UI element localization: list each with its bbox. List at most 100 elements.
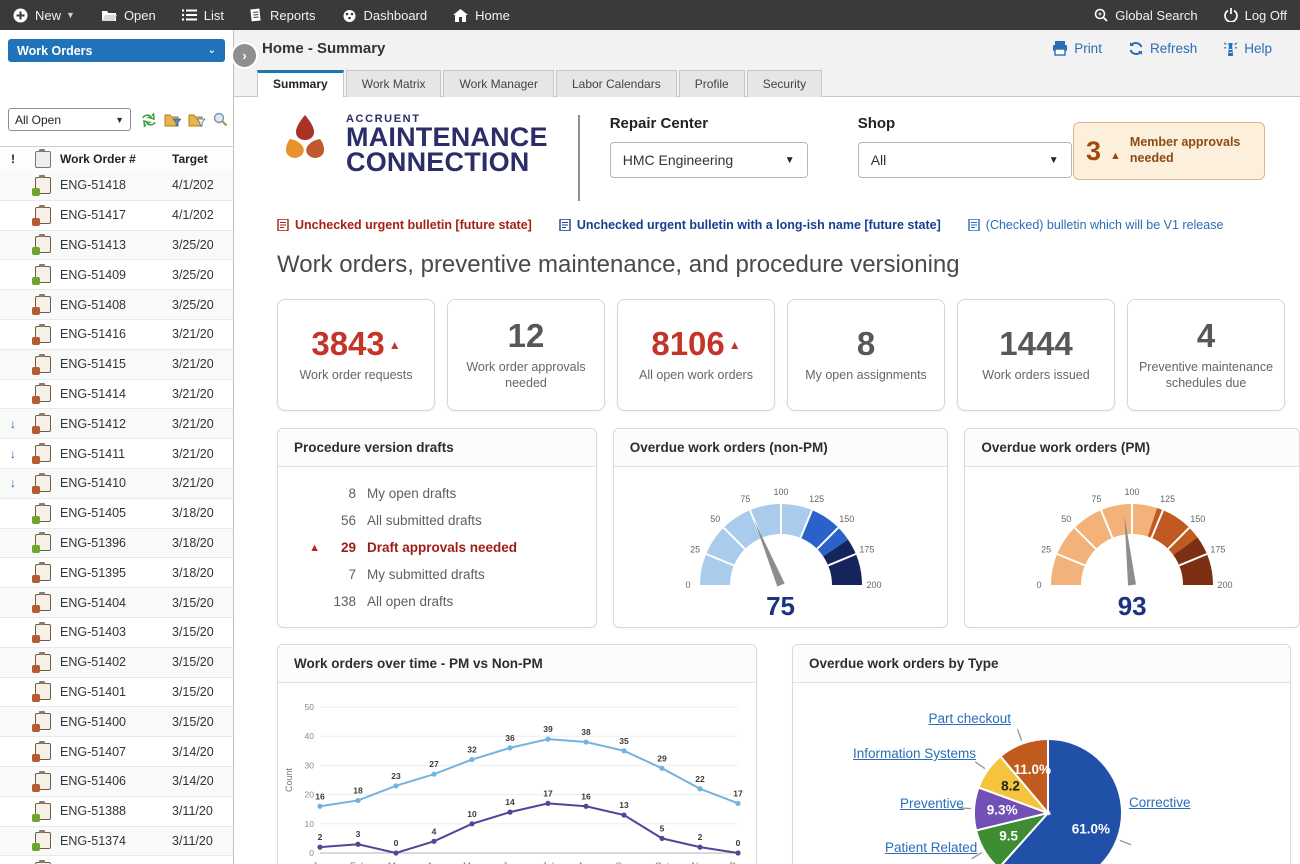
work-order-number: ENG-51417 xyxy=(60,208,172,222)
column-header-work-order[interactable]: Work Order # xyxy=(60,152,172,166)
work-order-type-icon xyxy=(35,445,51,462)
draft-stat-row[interactable]: ▲ 56 All submitted drafts xyxy=(278,507,596,534)
work-order-row[interactable]: ↓ ENG-51401 3/15/20 xyxy=(0,678,233,708)
work-order-row[interactable]: ↓ ENG-51412 3/21/20 xyxy=(0,409,233,439)
sidebar-collapse-button[interactable]: › xyxy=(231,42,258,69)
filter-folder-icon[interactable] xyxy=(164,111,181,128)
work-order-row[interactable]: ↓ ENG-51407 3/14/20 xyxy=(0,737,233,767)
work-order-row[interactable]: ↓ ENG-51406 3/14/20 xyxy=(0,767,233,797)
refresh-button[interactable]: Refresh xyxy=(1128,41,1197,57)
work-order-row[interactable]: ↓ ENG-51408 3/25/20 xyxy=(0,290,233,320)
reports-button[interactable]: Reports xyxy=(237,0,329,30)
work-order-type-icon xyxy=(35,773,51,790)
draft-stat-row[interactable]: ▲ 8 My open drafts xyxy=(278,480,596,507)
top-navigation: New ▼ Open List Reports Dashboard Home G… xyxy=(0,0,1300,30)
work-order-row[interactable]: ↓ ENG-51415 3/21/20 xyxy=(0,350,233,380)
column-header-flag[interactable]: ! xyxy=(0,152,26,166)
tab-labor-calendars[interactable]: Labor Calendars xyxy=(556,70,677,97)
tab-work-manager[interactable]: Work Manager xyxy=(443,70,553,97)
work-order-row[interactable]: ↓ ENG-51416 3/21/20 xyxy=(0,320,233,350)
work-order-row[interactable]: ↓ ENG-51418 4/1/202 xyxy=(0,171,233,201)
home-button[interactable]: Home xyxy=(440,0,523,30)
work-order-row[interactable]: ↓ ENG-51405 3/18/20 xyxy=(0,499,233,529)
svg-text:9.3%: 9.3% xyxy=(987,802,1018,817)
tab-summary[interactable]: Summary xyxy=(257,70,344,97)
work-order-type-icon xyxy=(35,177,51,194)
work-order-row[interactable]: ↓ ENG-51404 3/15/20 xyxy=(0,588,233,618)
member-approvals-alert[interactable]: 3 ▲ Member approvals needed xyxy=(1073,122,1265,180)
new-dropdown-caret[interactable]: ▼ xyxy=(66,10,75,20)
work-order-row[interactable]: ↓ ENG-51395 3/18/20 xyxy=(0,558,233,588)
work-order-row[interactable]: ↓ ENG-51402 3/15/20 xyxy=(0,648,233,678)
print-button[interactable]: Print xyxy=(1052,41,1102,57)
repair-center-select[interactable]: HMC Engineering ▼ xyxy=(610,142,808,178)
work-order-number: ENG-51406 xyxy=(60,774,172,788)
warning-triangle-icon: ▲ xyxy=(278,542,320,554)
saved-filter-select[interactable]: All Open ▼ xyxy=(8,108,131,131)
target-date: 4/1/202 xyxy=(172,208,233,222)
home-icon xyxy=(453,9,468,22)
work-order-row[interactable]: ↓ ENG-51373 3/11/20 xyxy=(0,856,233,864)
stat-card-work-order-requests[interactable]: 3843▲ Work order requests xyxy=(277,299,435,411)
work-order-type-icon xyxy=(35,832,51,849)
panel-title: Overdue work orders by Type xyxy=(793,645,1290,683)
work-order-row[interactable]: ↓ ENG-51388 3/11/20 xyxy=(0,797,233,827)
stat-card-work-orders-issued[interactable]: 1444 Work orders issued xyxy=(957,299,1115,411)
bulletin-link-checked[interactable]: (Checked) bulletin which will be V1 rele… xyxy=(968,218,1224,232)
tab-work-matrix[interactable]: Work Matrix xyxy=(346,70,442,97)
pie-label-information-systems[interactable]: Information Systems xyxy=(853,746,976,761)
global-search-button[interactable]: Global Search xyxy=(1081,0,1210,30)
bulletin-link-urgent-long[interactable]: Unchecked urgent bulletin with a long-is… xyxy=(559,218,941,232)
log-off-button[interactable]: Log Off xyxy=(1211,0,1300,30)
svg-text:30: 30 xyxy=(305,760,315,770)
module-selector-dropdown[interactable]: Work Orders ⌄ xyxy=(8,39,225,62)
work-order-row[interactable]: ↓ ENG-51417 4/1/202 xyxy=(0,201,233,231)
tab-profile[interactable]: Profile xyxy=(679,70,745,97)
column-header-target[interactable]: Target xyxy=(172,152,233,166)
work-order-type-icon xyxy=(35,683,51,700)
work-order-row[interactable]: ↓ ENG-51400 3/15/20 xyxy=(0,707,233,737)
stat-card-approvals-needed[interactable]: 12 Work order approvals needed xyxy=(447,299,605,411)
work-order-row[interactable]: ↓ ENG-51403 3/15/20 xyxy=(0,618,233,648)
pie-label-corrective[interactable]: Corrective xyxy=(1129,795,1191,810)
work-order-row[interactable]: ↓ ENG-51409 3/25/20 xyxy=(0,260,233,290)
help-button[interactable]: Help xyxy=(1223,41,1272,57)
search-list-icon[interactable] xyxy=(212,111,229,128)
priority-down-icon: ↓ xyxy=(10,476,16,490)
tab-security[interactable]: Security xyxy=(747,70,822,97)
pie-label-preventive[interactable]: Preventive xyxy=(900,796,964,811)
tab-bar: Summary Work Matrix Work Manager Labor C… xyxy=(257,70,824,97)
column-header-type-icon[interactable] xyxy=(26,151,60,168)
pie-label-part-checkout[interactable]: Part checkout xyxy=(911,711,1011,726)
stat-card-my-open-assignments[interactable]: 8 My open assignments xyxy=(787,299,945,411)
work-order-row[interactable]: ↓ ENG-51374 3/11/20 xyxy=(0,827,233,857)
draft-stat-row[interactable]: ▲ 7 My submitted drafts xyxy=(278,561,596,588)
stat-card-all-open-work-orders[interactable]: 8106▲ All open work orders xyxy=(617,299,775,411)
open-button[interactable]: Open xyxy=(88,0,169,30)
dashboard-button[interactable]: Dashboard xyxy=(329,0,441,30)
svg-text:17: 17 xyxy=(543,788,553,798)
work-order-number: ENG-51415 xyxy=(60,357,172,371)
pie-label-patient-related[interactable]: Patient Related xyxy=(885,840,977,855)
draft-stat-row[interactable]: ▲ 29 Draft approvals needed xyxy=(278,534,596,561)
target-date: 3/18/20 xyxy=(172,566,233,580)
new-button[interactable]: New ▼ xyxy=(0,0,88,30)
work-order-row[interactable]: ↓ ENG-51414 3/21/20 xyxy=(0,380,233,410)
work-order-row[interactable]: ↓ ENG-51396 3/18/20 xyxy=(0,529,233,559)
work-order-row[interactable]: ↓ ENG-51410 3/21/20 xyxy=(0,469,233,499)
svg-text:50: 50 xyxy=(1062,514,1072,524)
list-button[interactable]: List xyxy=(169,0,237,30)
svg-text:38: 38 xyxy=(581,727,591,737)
refresh-list-icon[interactable] xyxy=(140,111,157,128)
bulletin-link-urgent[interactable]: Unchecked urgent bulletin [future state] xyxy=(277,218,532,232)
svg-text:27: 27 xyxy=(429,759,439,769)
shop-label: Shop xyxy=(858,115,1072,132)
work-order-row[interactable]: ↓ ENG-51413 3/25/20 xyxy=(0,231,233,261)
clear-filter-folder-icon[interactable] xyxy=(188,111,205,128)
work-order-type-icon xyxy=(35,236,51,253)
stat-card-pm-schedules-due[interactable]: 4 Preventive maintenance schedules due xyxy=(1127,299,1285,411)
draft-stat-row[interactable]: ▲ 138 All open drafts xyxy=(278,588,596,615)
svg-text:50: 50 xyxy=(305,702,315,712)
shop-select[interactable]: All ▼ xyxy=(858,142,1072,178)
work-order-row[interactable]: ↓ ENG-51411 3/21/20 xyxy=(0,439,233,469)
